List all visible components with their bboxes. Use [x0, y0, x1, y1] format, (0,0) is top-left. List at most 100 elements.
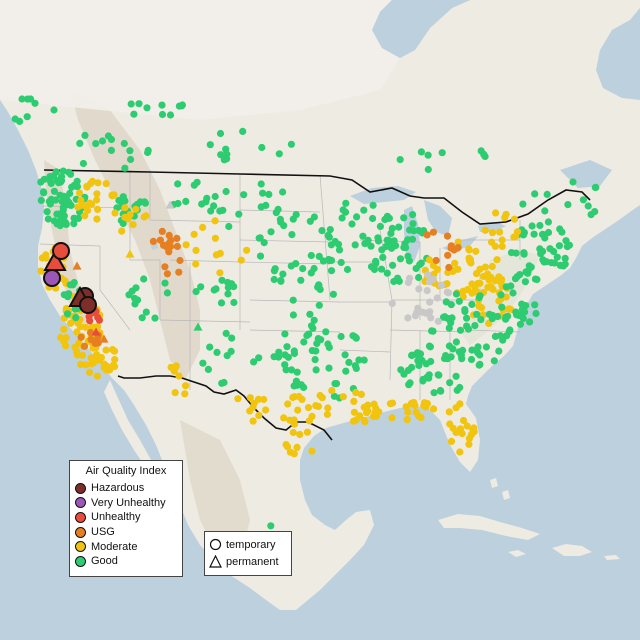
monitor-good [476, 360, 484, 368]
monitor-moderate [211, 217, 219, 225]
monitor-good [372, 257, 380, 265]
monitor-good [255, 354, 263, 362]
monitor-no-data [423, 287, 431, 295]
monitor-good [413, 349, 422, 357]
monitor-good [516, 320, 525, 328]
monitor-moderate [84, 206, 92, 214]
monitor-good [212, 285, 220, 293]
monitor-good [307, 251, 315, 260]
monitor-moderate [293, 443, 301, 451]
circle-icon [209, 538, 222, 551]
monitor-no-data [418, 308, 427, 316]
monitor-moderate [505, 305, 513, 313]
monitor-good [376, 222, 384, 230]
monitor-good [402, 244, 410, 252]
monitor-good [452, 338, 460, 346]
monitor-usg [166, 242, 175, 251]
lake-huron [424, 200, 452, 236]
monitor-moderate [121, 204, 129, 212]
monitor-good [52, 168, 60, 176]
monitor-usg [173, 242, 181, 250]
monitor-good [544, 218, 553, 226]
monitor-good [104, 132, 112, 140]
monitor-moderate [456, 448, 464, 456]
monitor-good [265, 190, 273, 198]
monitor-moderate [412, 408, 420, 416]
monitor-good [60, 291, 68, 299]
legend-item-moderate: Moderate [70, 539, 182, 554]
monitor-good [127, 100, 135, 108]
monitor-good [359, 232, 367, 240]
monitor-good [473, 310, 481, 318]
legend-item-usg: USG [70, 525, 182, 540]
monitor-good [528, 222, 536, 230]
monitor-good [506, 326, 514, 334]
monitor-moderate [481, 263, 489, 271]
monitor-moderate [445, 408, 453, 416]
monitor-good [351, 241, 359, 249]
monitor-moderate [323, 410, 331, 418]
monitor-good [530, 230, 538, 238]
monitor-good [128, 287, 136, 295]
monitor-moderate [56, 333, 65, 342]
monitor-good [461, 307, 469, 316]
monitor-good [134, 296, 142, 304]
monitor-good [260, 239, 268, 247]
monitor-moderate [216, 269, 224, 277]
monitor-moderate [459, 416, 468, 425]
monitor-usg [432, 256, 440, 265]
moderate-swatch [75, 541, 86, 553]
monitor-moderate [192, 260, 200, 268]
monitor-good [256, 252, 265, 260]
monitor-good [318, 227, 326, 235]
monitor-good [337, 258, 345, 267]
monitor-markers [11, 95, 600, 530]
monitor-moderate [386, 400, 394, 408]
monitor-moderate [121, 213, 129, 221]
monitor-usg [429, 228, 437, 236]
monitor-good [477, 147, 485, 155]
monitor-good [520, 249, 528, 257]
monitor-good [440, 354, 449, 363]
monitor-good [541, 207, 549, 215]
monitor-good [66, 189, 74, 197]
monitor-good [540, 258, 548, 266]
monitor-moderate [339, 393, 347, 401]
monitor-good [556, 261, 564, 269]
monitor-good [235, 210, 243, 218]
monitor-moderate [411, 401, 419, 410]
monitor-good [222, 145, 230, 153]
monitor-good [415, 361, 423, 369]
monitor-good [394, 274, 402, 282]
monitor-good [127, 155, 135, 164]
monitor-good [325, 233, 333, 241]
monitor-moderate [75, 339, 83, 347]
state-line-ne-ks [239, 261, 331, 265]
monitor-moderate [350, 408, 358, 416]
monitor-moderate [118, 227, 126, 235]
good-swatch [75, 555, 86, 567]
monitor-good [426, 343, 434, 351]
permanent-monitor-unhealthy [91, 327, 101, 336]
monitor-good [274, 353, 283, 361]
monitor-no-data [424, 271, 432, 279]
monitor-moderate [308, 447, 316, 455]
monitor-good [352, 364, 360, 372]
monitor-no-data [433, 294, 441, 302]
legend-label-temporary: temporary [226, 538, 276, 551]
monitor-good [369, 201, 377, 209]
monitor-good [222, 329, 230, 337]
monitor-good [475, 294, 483, 302]
monitor-good [315, 252, 323, 260]
monitor-moderate [467, 259, 475, 267]
monitor-no-data [426, 308, 434, 316]
monitor-good [276, 215, 284, 223]
monitor-good [341, 208, 350, 216]
monitor-good [53, 220, 61, 228]
monitor-no-data [426, 298, 434, 306]
monitor-good [444, 314, 452, 323]
monitor-moderate [86, 368, 94, 376]
monitor-good [120, 139, 128, 148]
monitor-moderate [73, 328, 81, 336]
monitor-good [396, 156, 404, 164]
